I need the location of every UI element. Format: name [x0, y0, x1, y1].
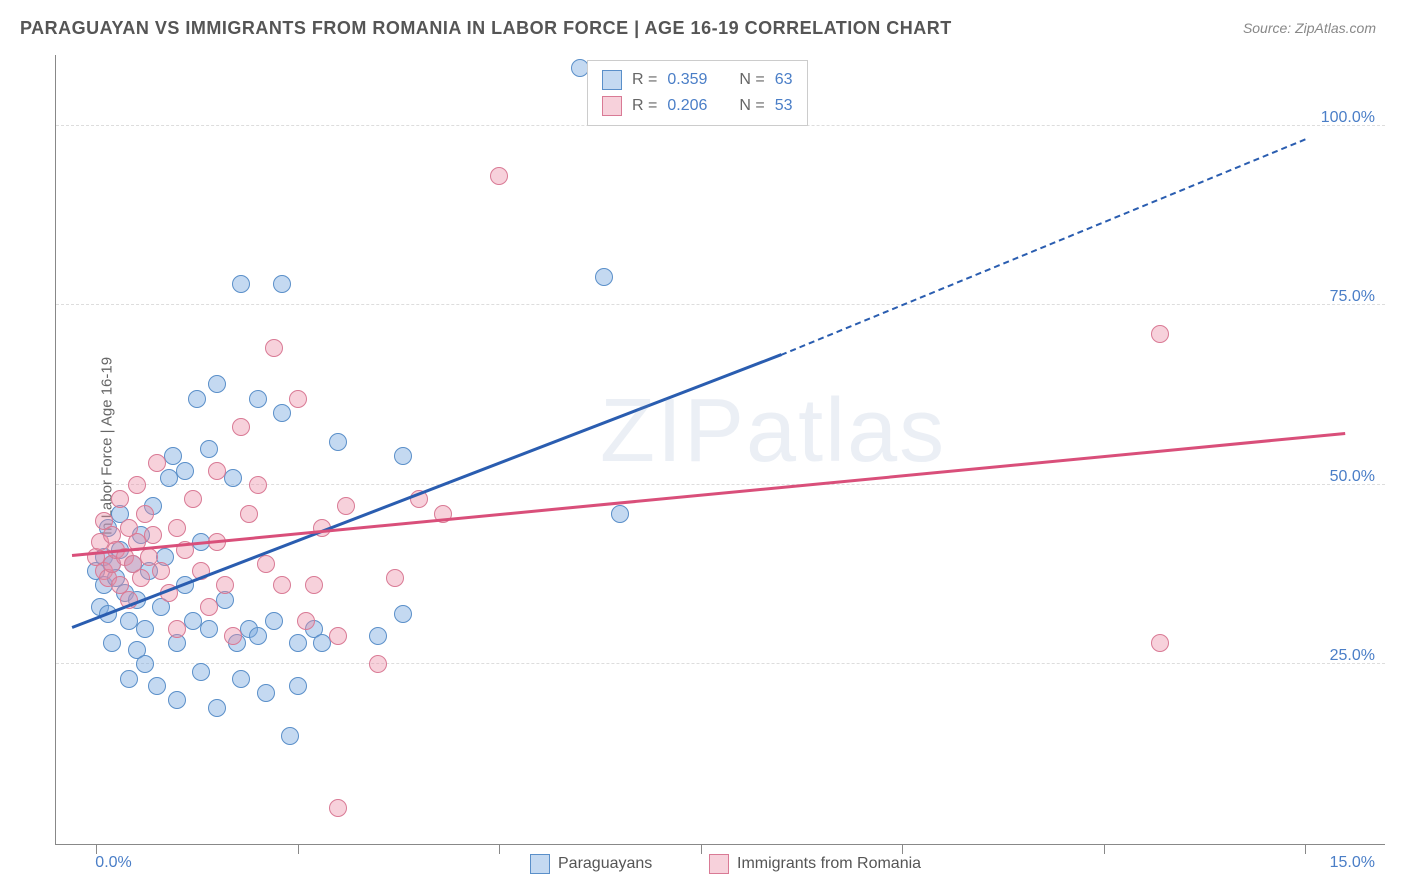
data-point	[136, 620, 154, 638]
n-label: N =	[739, 71, 764, 89]
legend-item: Immigrants from Romania	[709, 854, 921, 874]
data-point	[184, 490, 202, 508]
trend-line	[72, 353, 782, 628]
data-point	[132, 569, 150, 587]
n-label: N =	[739, 97, 764, 115]
data-point	[148, 454, 166, 472]
n-value: 53	[775, 97, 793, 115]
data-point	[273, 576, 291, 594]
r-value: 0.206	[667, 97, 707, 115]
data-point	[273, 275, 291, 293]
data-point	[329, 433, 347, 451]
data-point	[208, 375, 226, 393]
data-point	[273, 404, 291, 422]
data-point	[111, 490, 129, 508]
data-point	[168, 519, 186, 537]
data-point	[265, 612, 283, 630]
data-point	[611, 505, 629, 523]
data-point	[232, 418, 250, 436]
data-point	[103, 634, 121, 652]
data-point	[148, 677, 166, 695]
data-point	[128, 476, 146, 494]
data-point	[337, 497, 355, 515]
legend-swatch	[602, 70, 622, 90]
data-point	[1151, 325, 1169, 343]
data-point	[168, 691, 186, 709]
data-point	[192, 663, 210, 681]
legend-swatch	[602, 96, 622, 116]
data-point	[329, 799, 347, 817]
r-label: R =	[632, 71, 657, 89]
y-tick-label: 50.0%	[1330, 468, 1375, 486]
r-value: 0.359	[667, 71, 707, 89]
data-point	[224, 469, 242, 487]
source-attribution: Source: ZipAtlas.com	[1243, 20, 1376, 36]
legend-swatch	[709, 854, 729, 874]
plot-area: 25.0% 50.0% 75.0% 100.0%	[55, 55, 1385, 845]
data-point	[200, 440, 218, 458]
data-point	[305, 576, 323, 594]
data-point	[216, 576, 234, 594]
data-point	[1151, 634, 1169, 652]
legend-item: Paraguayans	[530, 854, 652, 874]
data-point	[208, 462, 226, 480]
data-point	[224, 627, 242, 645]
data-point	[595, 268, 613, 286]
data-point	[152, 562, 170, 580]
data-point	[168, 620, 186, 638]
data-point	[232, 275, 250, 293]
data-point	[490, 167, 508, 185]
data-point	[188, 390, 206, 408]
data-point	[289, 390, 307, 408]
data-point	[257, 684, 275, 702]
legend-row: R = 0.206 N = 53	[602, 93, 793, 119]
y-tick-label: 75.0%	[1330, 288, 1375, 306]
data-point	[289, 634, 307, 652]
data-point	[289, 677, 307, 695]
data-point	[200, 620, 218, 638]
data-point	[281, 727, 299, 745]
legend-swatch	[530, 854, 550, 874]
y-tick-label: 25.0%	[1330, 647, 1375, 665]
data-point	[200, 598, 218, 616]
data-point	[265, 339, 283, 357]
data-point	[144, 526, 162, 544]
data-point	[257, 555, 275, 573]
y-tick-label: 100.0%	[1321, 109, 1375, 127]
data-point	[249, 476, 267, 494]
data-point	[394, 447, 412, 465]
data-point	[232, 670, 250, 688]
legend-correlation: R = 0.359 N = 63 R = 0.206 N = 53	[587, 60, 808, 126]
r-label: R =	[632, 97, 657, 115]
x-axis-label: 15.0%	[1330, 854, 1375, 872]
trend-line	[72, 432, 1346, 557]
legend-label: Immigrants from Romania	[737, 855, 921, 873]
grid-line	[56, 304, 1385, 305]
data-point	[369, 627, 387, 645]
legend-label: Paraguayans	[558, 855, 652, 873]
data-point	[120, 670, 138, 688]
data-point	[394, 605, 412, 623]
x-axis-label: 0.0%	[95, 854, 131, 872]
data-point	[369, 655, 387, 673]
data-point	[176, 462, 194, 480]
data-point	[136, 655, 154, 673]
trend-line-extrapolated	[781, 138, 1306, 355]
data-point	[136, 505, 154, 523]
data-point	[249, 627, 267, 645]
legend-row: R = 0.359 N = 63	[602, 67, 793, 93]
data-point	[329, 627, 347, 645]
data-point	[208, 699, 226, 717]
data-point	[297, 612, 315, 630]
data-point	[386, 569, 404, 587]
data-point	[249, 390, 267, 408]
grid-line	[56, 663, 1385, 664]
chart-title: PARAGUAYAN VS IMMIGRANTS FROM ROMANIA IN…	[20, 18, 952, 39]
data-point	[240, 505, 258, 523]
n-value: 63	[775, 71, 793, 89]
